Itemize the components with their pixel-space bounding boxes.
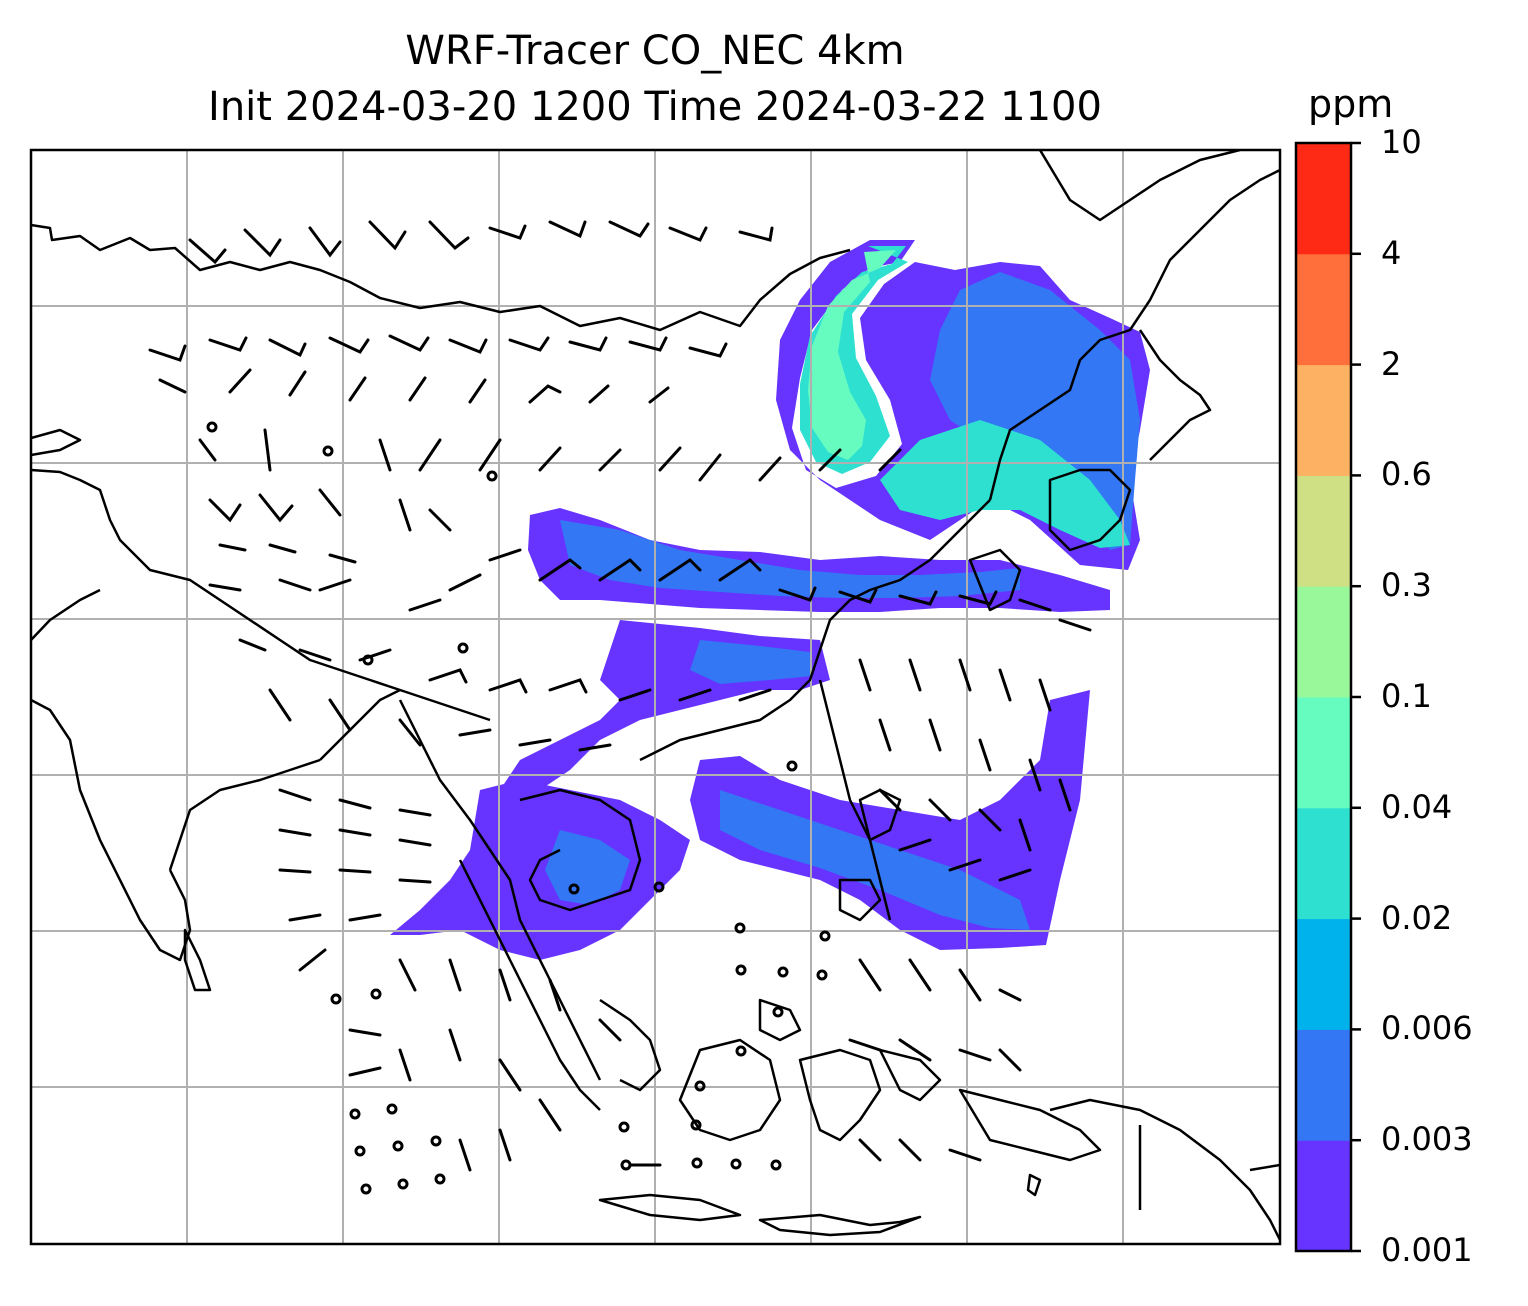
chart-title-line1: WRF-Tracer CO_NEC 4km [405,28,905,74]
colorbar-units: ppm [1308,82,1394,126]
colorbar-tick-label: 0.04 [1381,787,1453,826]
colorbar-segment [1296,475,1351,587]
plume-north-core-inner [808,250,896,460]
plume-mid-inner [690,640,812,684]
calm-wind-markers [206,421,831,1195]
colorbar-segment [1296,918,1351,1030]
colorbar-tick-label: 4 [1381,233,1402,272]
colorbar-tick-label: 0.003 [1381,1120,1473,1159]
colorbar-tick-label: 2 [1381,344,1402,383]
plume-indochina-inner [545,830,630,905]
colorbar-segment [1296,1140,1351,1252]
colorbar-segment [1296,253,1351,366]
colorbar-tick-label: 0.02 [1381,898,1453,937]
graticule [31,150,1280,1244]
colorbar-tick-label: 0.006 [1381,1009,1473,1048]
map-frame [29,148,1282,1246]
chart-title-line2: Init 2024-03-20 1200 Time 2024-03-22 110… [208,84,1102,130]
plume-east-arm-core [880,420,1130,548]
tracer-plume-shading [390,240,1150,960]
wind-barbs [148,220,1092,1172]
plume-central-band-inner [560,520,1020,598]
colorbar-segment [1296,364,1351,476]
colorbar-segment [1296,697,1351,809]
colorbar-tick-label: 0.001 [1381,1231,1473,1269]
colorbar-segments [1296,143,1351,1252]
colorbar-segment [1296,143,1351,255]
colorbar-segment [1296,586,1351,698]
coastlines [31,150,1280,1241]
colorbar-tick-label: 0.1 [1381,677,1432,715]
colorbar-tick-label: 0.6 [1381,455,1432,494]
colorbar-tick-label: 0.3 [1381,566,1432,605]
colorbar-tick-label: 10 [1381,123,1422,161]
plume-indochina [390,780,690,960]
colorbar-segment [1296,1029,1351,1141]
colorbar-segment [1296,807,1351,920]
